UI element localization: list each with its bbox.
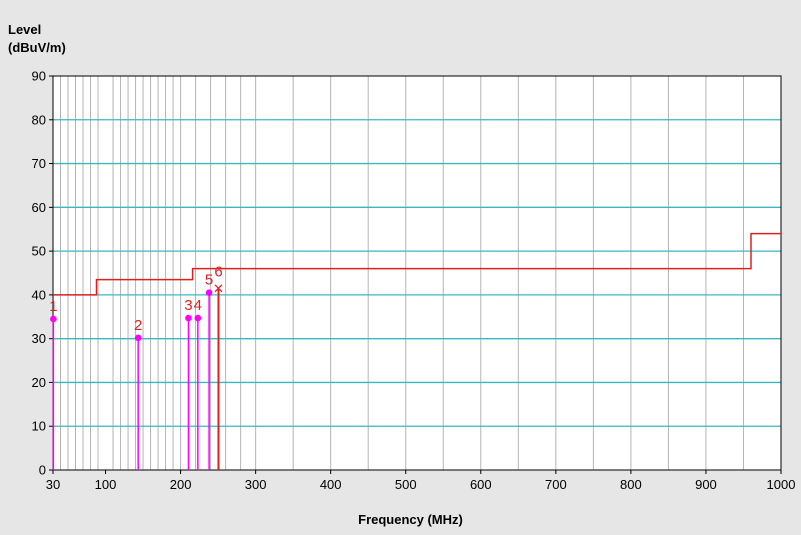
- marker-5-label: 5: [205, 272, 213, 289]
- marker-1-label: 1: [49, 298, 57, 315]
- y-tick-label: 40: [32, 287, 46, 302]
- y-tick-label: 20: [32, 375, 46, 390]
- marker-4-dot: [194, 314, 202, 322]
- marker-3-dot: [185, 314, 192, 322]
- y-tick-label: 0: [39, 463, 46, 478]
- x-tick-label: 900: [695, 477, 717, 492]
- x-tick-label: 1000: [767, 477, 796, 492]
- x-tick-label: 200: [170, 477, 192, 492]
- marker-1-dot: [50, 315, 57, 323]
- y-tick-label: 90: [32, 69, 46, 84]
- x-tick-label: 100: [95, 477, 117, 492]
- x-tick-label: 800: [620, 477, 642, 492]
- x-tick-label: 700: [545, 477, 567, 492]
- x-tick-label: 400: [320, 477, 342, 492]
- marker-2-dot: [134, 334, 142, 342]
- y-axis-label-line2: (dBuV/m): [8, 40, 66, 55]
- y-tick-label: 80: [32, 112, 46, 127]
- x-tick-label: 500: [395, 477, 417, 492]
- y-tick-label: 10: [32, 419, 46, 434]
- y-tick-label: 30: [32, 331, 46, 346]
- x-tick-label: 600: [470, 477, 492, 492]
- limit-line: [53, 232, 781, 296]
- marker-4-label: 4: [194, 297, 202, 314]
- x-tick-label: 300: [245, 477, 267, 492]
- y-tick-label: 50: [32, 244, 46, 259]
- marker-6-label: 6: [214, 263, 222, 280]
- marker-2-label: 2: [134, 317, 142, 334]
- marker-6-cross: [214, 284, 223, 293]
- x-tick-label: 30: [46, 477, 60, 492]
- y-tick-label: 60: [32, 200, 46, 215]
- plot-frame: [52, 75, 782, 471]
- marker-5-dot: [205, 289, 213, 297]
- y-tick-label: 70: [32, 156, 46, 171]
- plot-background: [53, 76, 781, 470]
- y-axis-label-line1: Level: [8, 22, 42, 37]
- marker-3-label: 3: [184, 297, 192, 314]
- x-axis-label: Frequency (MHz): [358, 512, 463, 527]
